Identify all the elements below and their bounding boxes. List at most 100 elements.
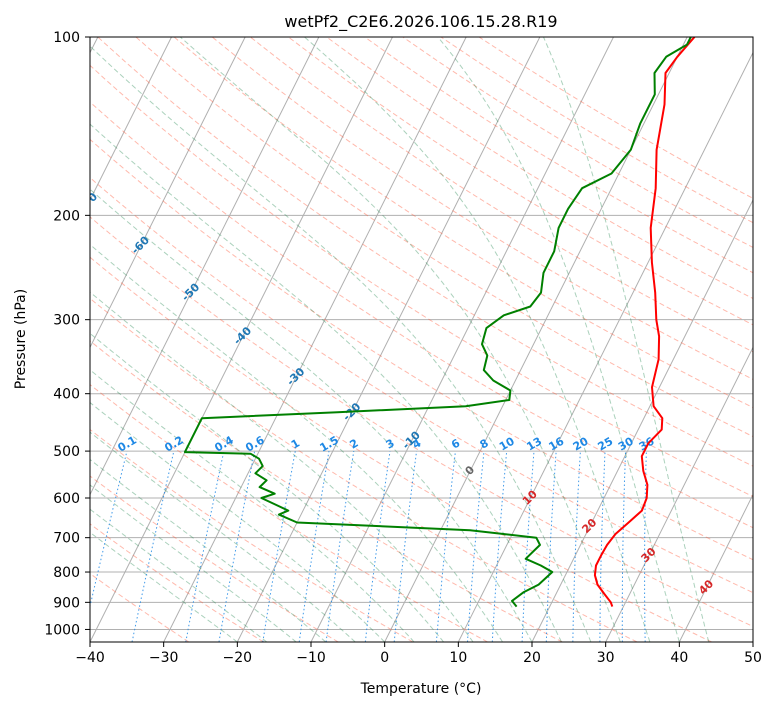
moist-adiabat	[90, 401, 386, 642]
moist-adiabat	[90, 243, 503, 642]
moist-adiabat	[179, 37, 621, 642]
mixing-ratio-line	[131, 450, 175, 642]
mixing-ratio-line	[325, 451, 355, 642]
dry-adiabat	[249, 37, 753, 353]
isotherm-line	[90, 37, 172, 202]
y-tick-label: 400	[53, 387, 80, 403]
dry-adiabat	[402, 37, 753, 249]
isotherm-line	[457, 51, 753, 642]
x-tick-label: 30	[597, 650, 615, 666]
x-tick-label: −30	[149, 650, 179, 666]
isotherm-label: -60	[129, 233, 152, 256]
dry-adiabat	[173, 37, 753, 409]
isotherm-line	[90, 37, 246, 349]
mixing-ratio-label: 8	[478, 437, 491, 452]
isotherm-line	[605, 346, 753, 642]
isotherm-line	[752, 640, 753, 642]
x-tick-label: 20	[523, 650, 541, 666]
mixing-ratio-line	[435, 451, 456, 642]
x-tick-label: 0	[380, 650, 389, 666]
isotherm-label: -30	[284, 365, 307, 388]
mixing-ratio-line	[393, 451, 418, 642]
y-tick-label: 300	[53, 313, 80, 329]
isotherm-label: -70	[77, 190, 100, 213]
x-tick-label: −20	[223, 650, 253, 666]
moist-adiabat	[90, 45, 592, 642]
isotherm-label: 0	[463, 463, 478, 478]
y-axis-label: Pressure (hPa)	[13, 289, 29, 389]
mixing-ratio-line	[491, 451, 508, 642]
y-tick-label: 500	[53, 444, 80, 460]
isotherm-label: -80	[25, 146, 48, 169]
isotherm-label: 10	[520, 487, 540, 507]
dry-adiabat	[90, 383, 488, 642]
mixing-ratio-label: 6	[449, 436, 462, 451]
dry-adiabat	[326, 37, 753, 300]
isotherm-label: -50	[179, 280, 202, 303]
dry-adiabat	[211, 37, 753, 380]
moist-adiabat	[90, 484, 297, 642]
isotherm-line	[163, 37, 467, 642]
dry-adiabat	[90, 216, 753, 628]
temperature-profile-line	[593, 37, 696, 607]
x-tick-label: 10	[449, 650, 467, 666]
moist-adiabat	[90, 332, 444, 642]
dry-adiabat	[90, 340, 563, 642]
isotherm-label: 30	[639, 545, 659, 565]
moist-adiabat	[90, 123, 562, 642]
moist-adiabat	[90, 458, 327, 642]
dry-adiabat	[90, 176, 753, 594]
dry-adiabat	[90, 138, 753, 561]
mixing-ratio-line	[364, 451, 391, 642]
isotherm-label: 20	[579, 516, 599, 536]
dry-adiabat	[288, 37, 753, 326]
isotherm-line	[90, 37, 320, 496]
mixing-ratio-line	[90, 450, 128, 609]
moist-adiabat	[543, 37, 710, 642]
dry-adiabat	[90, 428, 414, 642]
mixing-ratio-line	[218, 451, 256, 642]
dry-adiabat	[478, 37, 753, 199]
dry-adiabat	[97, 37, 753, 467]
moist-adiabat	[304, 37, 651, 642]
dry-adiabat	[90, 297, 638, 642]
mixing-ratio-line	[298, 451, 330, 642]
isotherm-line	[678, 493, 753, 642]
y-tick-label: 700	[53, 531, 80, 547]
dewpoint-profile-line	[183, 37, 692, 608]
isotherm-label: -40	[231, 324, 254, 347]
isotherm-line	[384, 37, 688, 642]
y-tick-label: 200	[53, 208, 80, 224]
isotherm-line	[236, 37, 541, 642]
moist-adiabat	[90, 291, 474, 642]
mixing-ratio-label: 3	[384, 437, 397, 452]
moist-adiabat	[90, 508, 268, 642]
mixing-ratio-label: 2	[347, 437, 360, 452]
moist-adiabat	[90, 431, 356, 642]
y-tick-label: 1000	[44, 622, 80, 638]
x-tick-label: 50	[744, 650, 762, 666]
dry-adiabat	[90, 475, 339, 642]
plot-frame	[89, 36, 754, 643]
dry-adiabat	[90, 523, 264, 642]
chart-title: wetPf2_C2E6.2026.106.15.28.R19	[284, 12, 557, 32]
isotherm-label: 40	[696, 577, 716, 597]
dry-adiabat	[90, 64, 753, 498]
y-tick-label: 800	[53, 565, 80, 581]
mixing-ratio-line	[262, 451, 296, 642]
dry-adiabat	[90, 572, 190, 642]
x-axis-label: Temperature (°C)	[360, 681, 482, 697]
mixing-ratio-line	[467, 451, 485, 642]
y-tick-label: 900	[53, 595, 80, 611]
isotherm-line	[531, 198, 753, 642]
dry-adiabat	[364, 37, 753, 274]
isotherm-line	[310, 37, 614, 642]
x-tick-label: 40	[670, 650, 688, 666]
dry-adiabat	[90, 256, 712, 642]
mixing-ratio-line	[599, 451, 606, 642]
moist-adiabat	[90, 188, 533, 642]
mixing-ratio-label: 1	[289, 437, 302, 452]
x-tick-label: −40	[75, 650, 105, 666]
isotherm-line	[90, 37, 393, 642]
